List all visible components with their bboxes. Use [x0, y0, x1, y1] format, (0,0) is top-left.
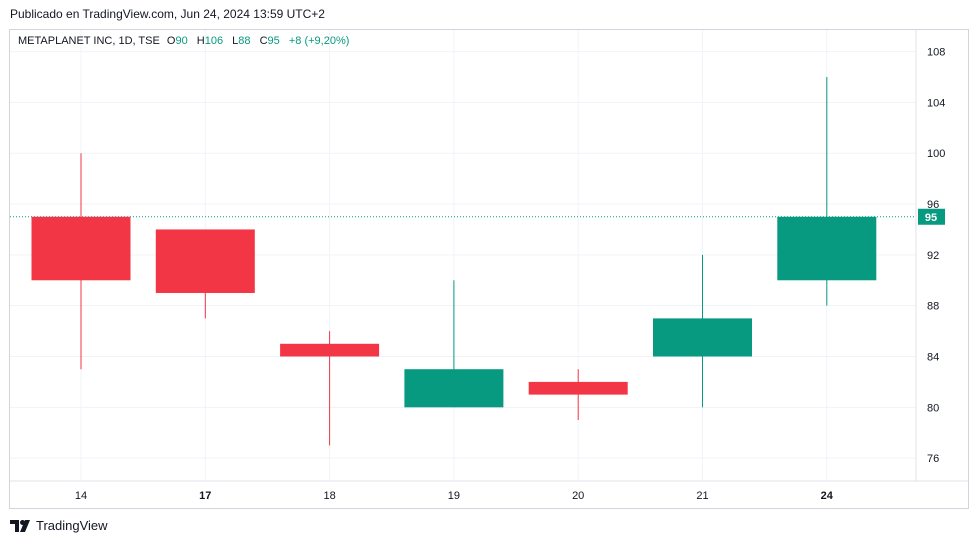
price-axis-labels: 76 80 84 88 92 96 100 104 108: [927, 47, 945, 466]
close-label: C: [259, 35, 268, 47]
published-caption: Publicado en TradingView.com, Jun 24, 20…: [10, 7, 325, 21]
y-tick-label: 108: [927, 47, 945, 59]
candle-body: [155, 229, 255, 293]
chart-frame: [9, 29, 969, 509]
symbol-label: METAPLANET INC, 1D, TSE: [18, 35, 160, 47]
last-price-badge-label: 95: [925, 212, 937, 224]
candle-14: [31, 153, 131, 370]
open-label: O: [166, 35, 176, 47]
last-price-badge-bg: [918, 208, 945, 225]
low-value: 88: [238, 35, 251, 47]
y-tick-label: 88: [927, 301, 939, 313]
x-tick-label: 18: [323, 490, 335, 502]
x-tick-label: 20: [572, 490, 584, 502]
candles: [31, 77, 877, 446]
y-tick-label: 76: [927, 453, 939, 465]
y-tick-label: 80: [927, 402, 939, 414]
candle-body: [280, 343, 380, 357]
y-tick-label: 100: [927, 148, 945, 160]
candle-body: [777, 216, 877, 281]
close-value: 95: [267, 35, 280, 47]
tradingview-logo-icon: [10, 519, 30, 532]
candle-21: [653, 254, 752, 408]
x-tick-label: 14: [75, 490, 87, 502]
candle-body: [653, 318, 752, 357]
y-tick-label: 104: [927, 97, 945, 109]
change-value: +8 (+9,20%): [288, 35, 350, 47]
y-tick-label: 84: [927, 351, 939, 363]
x-tick-label: 19: [448, 490, 460, 502]
candle-body: [404, 369, 504, 408]
candle-19: [404, 280, 504, 408]
open-value: 90: [175, 35, 188, 47]
high-label: H: [196, 35, 205, 47]
y-tick-label: 96: [927, 199, 939, 211]
last-price-badge: 95: [918, 208, 945, 225]
candle-18: [280, 331, 380, 446]
candle-17: [155, 229, 255, 319]
brand-name: TradingView: [36, 518, 108, 533]
candle-body: [31, 216, 131, 281]
footer-brand[interactable]: TradingView: [10, 518, 108, 533]
y-tick-label: 92: [927, 250, 939, 262]
time-axis-labels: 14 17 18 19 20 21 24: [75, 490, 834, 502]
high-value: 106: [204, 35, 224, 47]
x-tick-label: 17: [199, 490, 211, 502]
x-tick-label: 21: [696, 490, 708, 502]
chart-legend: METAPLANET INC, 1D, TSE O90 H106 L88 C95…: [18, 35, 349, 47]
candle-24: [777, 77, 877, 306]
candle-20: [528, 369, 628, 421]
low-label: L: [232, 35, 239, 47]
candle-body: [528, 381, 628, 395]
x-tick-label: 24: [821, 490, 834, 502]
